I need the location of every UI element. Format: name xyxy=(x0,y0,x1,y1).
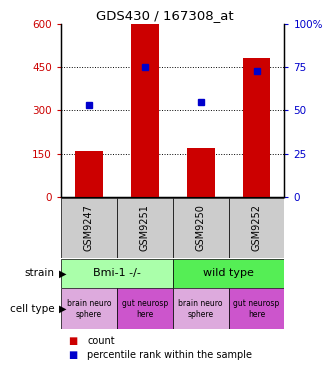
Text: GSM9250: GSM9250 xyxy=(196,204,206,251)
Bar xyxy=(243,59,271,197)
Text: percentile rank within the sample: percentile rank within the sample xyxy=(87,350,252,360)
Text: ▶: ▶ xyxy=(59,304,67,314)
Bar xyxy=(229,198,284,258)
Text: gut neurosp
here: gut neurosp here xyxy=(122,299,168,319)
Text: GSM9251: GSM9251 xyxy=(140,204,150,251)
Bar xyxy=(117,198,173,258)
Bar xyxy=(61,288,117,329)
Bar xyxy=(61,259,173,288)
Text: ■: ■ xyxy=(68,336,77,346)
Text: Bmi-1 -/-: Bmi-1 -/- xyxy=(93,268,141,279)
Bar xyxy=(117,288,173,329)
Bar xyxy=(229,288,284,329)
Text: GSM9252: GSM9252 xyxy=(251,204,262,251)
Bar xyxy=(187,148,214,197)
Text: GSM9247: GSM9247 xyxy=(84,204,94,251)
Text: count: count xyxy=(87,336,115,346)
Text: GDS430 / 167308_at: GDS430 / 167308_at xyxy=(96,9,234,22)
Bar xyxy=(61,198,117,258)
Text: brain neuro
sphere: brain neuro sphere xyxy=(179,299,223,319)
Text: brain neuro
sphere: brain neuro sphere xyxy=(67,299,111,319)
Bar xyxy=(173,288,229,329)
Text: wild type: wild type xyxy=(203,268,254,279)
Text: cell type: cell type xyxy=(10,304,54,314)
Bar xyxy=(75,151,103,197)
Bar xyxy=(131,24,159,197)
Bar xyxy=(173,198,229,258)
Text: strain: strain xyxy=(24,268,54,279)
Text: gut neurosp
here: gut neurosp here xyxy=(233,299,280,319)
Text: ▶: ▶ xyxy=(59,268,67,279)
Bar xyxy=(173,259,284,288)
Text: ■: ■ xyxy=(68,350,77,360)
